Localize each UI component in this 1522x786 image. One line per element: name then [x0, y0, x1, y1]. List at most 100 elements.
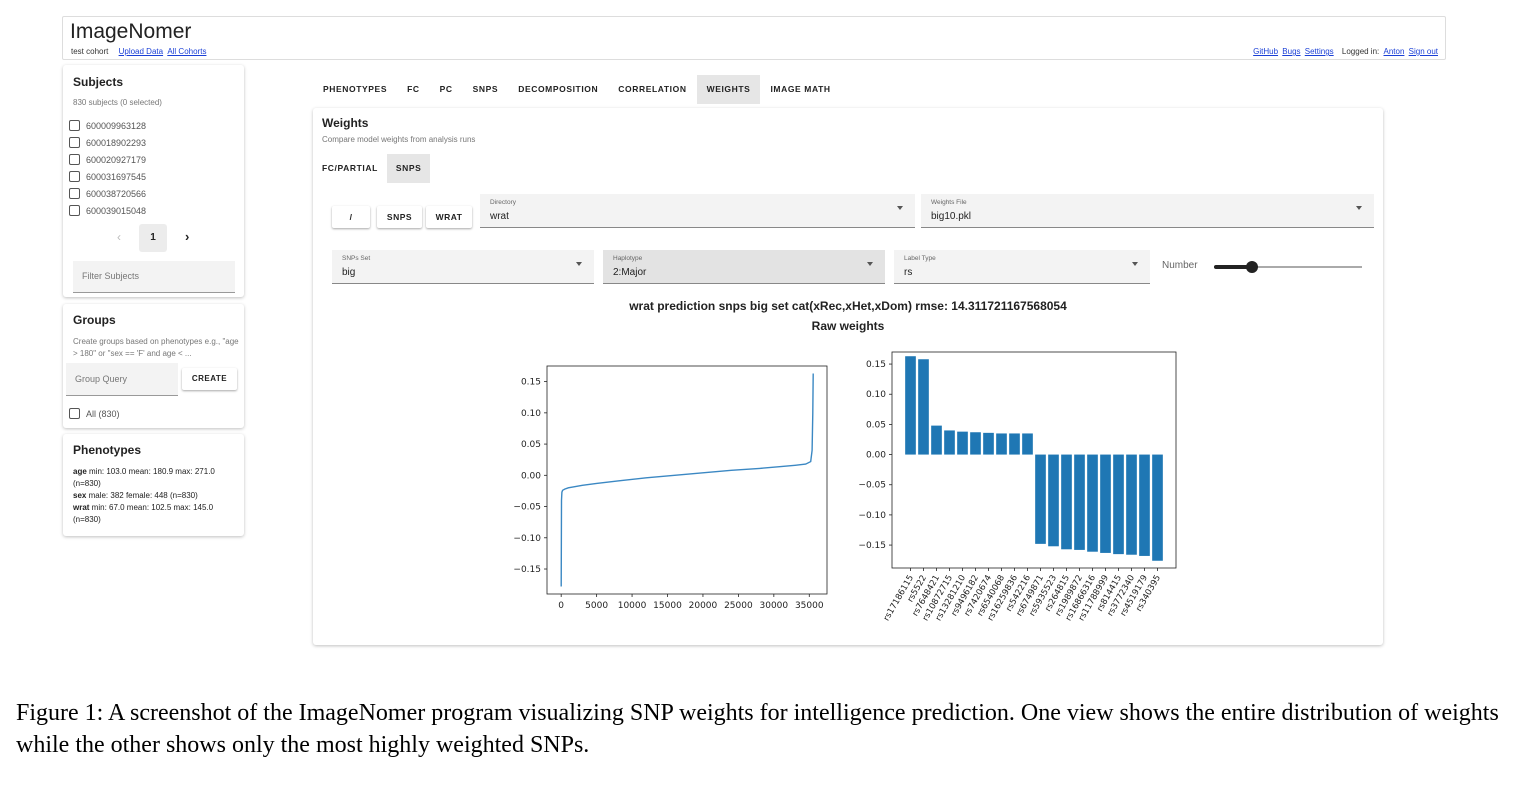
chevron-down-icon [867, 262, 873, 266]
number-slider-handle[interactable] [1246, 261, 1259, 273]
tab-correlation[interactable]: CORRELATION [618, 84, 687, 94]
all-group-checkbox[interactable] [69, 408, 80, 419]
groups-panel: Groups Create groups based on phenotypes… [63, 304, 244, 428]
bugs-link[interactable]: Bugs [1282, 47, 1301, 56]
y-tick-label: −0.15 [513, 565, 541, 575]
github-link[interactable]: GitHub [1253, 47, 1279, 56]
cohort-nav: test cohort Upload Data All Cohorts [71, 47, 206, 56]
path-root-button[interactable]: / [332, 206, 370, 228]
bar [1035, 454, 1046, 544]
y-tick-label: −0.05 [858, 481, 886, 491]
subject-checkbox[interactable] [69, 154, 80, 165]
weights-panel: Weights Compare model weights from analy… [313, 108, 1383, 645]
tab-pc[interactable]: PC [439, 84, 453, 94]
label-type-select[interactable]: Label Type rs [894, 250, 1150, 284]
figure-caption: Figure 1: A screenshot of the ImageNomer… [16, 700, 1499, 758]
upload-data-link[interactable]: Upload Data [118, 47, 164, 56]
x-tick-label: 30000 [760, 601, 789, 611]
weights-subtabs: FC/PARTIAL SNPS [313, 154, 431, 183]
plot-title: wrat prediction snps big set cat(xRec,xH… [629, 299, 1067, 313]
filter-subjects-input[interactable]: Filter Subjects [73, 261, 235, 293]
logged-in-label: Logged in: [1341, 47, 1380, 56]
subject-list: 600009963128 600018902293 600020927179 6000… [69, 117, 146, 219]
subject-item[interactable]: 600038720566 [69, 185, 146, 202]
subject-item[interactable]: 600031697545 [69, 168, 146, 185]
phenotype-name: age [73, 467, 87, 476]
subject-item[interactable]: 600020927179 [69, 151, 146, 168]
y-tick-label: 0.15 [521, 378, 541, 388]
all-cohorts-link[interactable]: All Cohorts [167, 47, 207, 56]
bar [1139, 454, 1150, 556]
y-tick-label: 0.05 [866, 420, 886, 430]
x-tick-label: 0 [558, 601, 564, 611]
phenotype-name: sex [73, 491, 87, 500]
tab-weights[interactable]: WEIGHTS [696, 75, 761, 104]
subject-checkbox[interactable] [69, 171, 80, 182]
weights-file-select[interactable]: Weights File big10.pkl [921, 194, 1374, 228]
directory-label: Directory [490, 199, 517, 206]
subject-item[interactable]: 600018902293 [69, 134, 146, 151]
bar [1087, 454, 1098, 552]
directory-select[interactable]: Directory wrat [480, 194, 915, 228]
number-slider-track[interactable] [1214, 266, 1362, 268]
subtab-snps[interactable]: SNPS [386, 154, 431, 183]
bar [970, 432, 981, 455]
x-tick-label: 35000 [795, 601, 824, 611]
subject-pager: ‹ 1 › [109, 224, 209, 252]
phenotype-stats: min: 67.0 mean: 102.5 max: 145.0 (n=830) [73, 503, 214, 524]
snps-set-select[interactable]: SNPs Set big [332, 250, 594, 284]
group-query-input[interactable]: Group Query [66, 363, 178, 396]
bar [931, 425, 942, 455]
subtab-fc-partial[interactable]: FC/PARTIAL [322, 163, 378, 173]
tab-phenotypes[interactable]: PHENOTYPES [323, 84, 388, 94]
tab-image-math[interactable]: IMAGE MATH [770, 84, 831, 94]
label-type-label: Label Type [904, 255, 936, 262]
current-page-button[interactable]: 1 [139, 224, 167, 252]
path-wrat-button[interactable]: WRAT [426, 206, 472, 228]
user-nav: GitHub Bugs Settings Logged in: Anton Si… [1251, 47, 1438, 56]
bar [1152, 454, 1163, 561]
phenotype-summary: age min: 103.0 mean: 180.9 max: 271.0 (n… [73, 466, 241, 526]
next-page-button[interactable]: › [185, 229, 190, 244]
tab-fc[interactable]: FC [407, 84, 420, 94]
path-snps-button[interactable]: SNPS [377, 206, 422, 228]
phenotype-row: wrat min: 67.0 mean: 102.5 max: 145.0 (n… [73, 502, 241, 526]
bar [1100, 454, 1111, 553]
subject-id: 600018902293 [86, 137, 147, 148]
subject-item[interactable]: 600039015048 [69, 202, 146, 219]
tab-snps[interactable]: SNPS [472, 84, 499, 94]
subject-id: 600020927179 [86, 154, 147, 165]
weights-title: Weights [322, 116, 369, 130]
subject-checkbox[interactable] [69, 120, 80, 131]
directory-value: wrat [490, 211, 509, 222]
subject-checkbox[interactable] [69, 137, 80, 148]
groups-hint: Create groups based on phenotypes e.g., … [73, 337, 239, 358]
bar [983, 432, 994, 455]
plot-subtitle: Raw weights [811, 319, 885, 333]
x-tick-label: 20000 [689, 601, 718, 611]
subject-checkbox[interactable] [69, 188, 80, 199]
weights-description: Compare model weights from analysis runs [322, 135, 476, 144]
bar [1074, 454, 1085, 550]
axes-frame [891, 351, 1177, 569]
prev-page-button[interactable]: ‹ [117, 230, 121, 244]
bar [1113, 454, 1124, 555]
phenotype-row: age min: 103.0 mean: 180.9 max: 271.0 (n… [73, 466, 241, 490]
subjects-count: 830 subjects (0 selected) [73, 98, 162, 107]
tab-decomposition[interactable]: DECOMPOSITION [518, 84, 599, 94]
all-group-item[interactable]: All (830) [69, 408, 120, 419]
chevron-down-icon [1356, 206, 1362, 210]
sign-out-link[interactable]: Sign out [1408, 47, 1438, 56]
subject-item[interactable]: 600009963128 [69, 117, 146, 134]
bar [944, 430, 955, 455]
chevron-down-icon [897, 206, 903, 210]
y-tick-label: 0.15 [866, 360, 886, 370]
subjects-title: Subjects [73, 75, 124, 89]
subjects-panel: Subjects 830 subjects (0 selected) 60000… [63, 65, 244, 297]
create-group-button[interactable]: CREATE [182, 368, 237, 390]
subject-checkbox[interactable] [69, 205, 80, 216]
top-bar: ImageNomer test cohort Upload Data All C… [62, 16, 1446, 60]
user-link[interactable]: Anton [1383, 47, 1405, 56]
haplotype-select[interactable]: Haplotype 2:Major [603, 250, 885, 284]
settings-link[interactable]: Settings [1304, 47, 1334, 56]
